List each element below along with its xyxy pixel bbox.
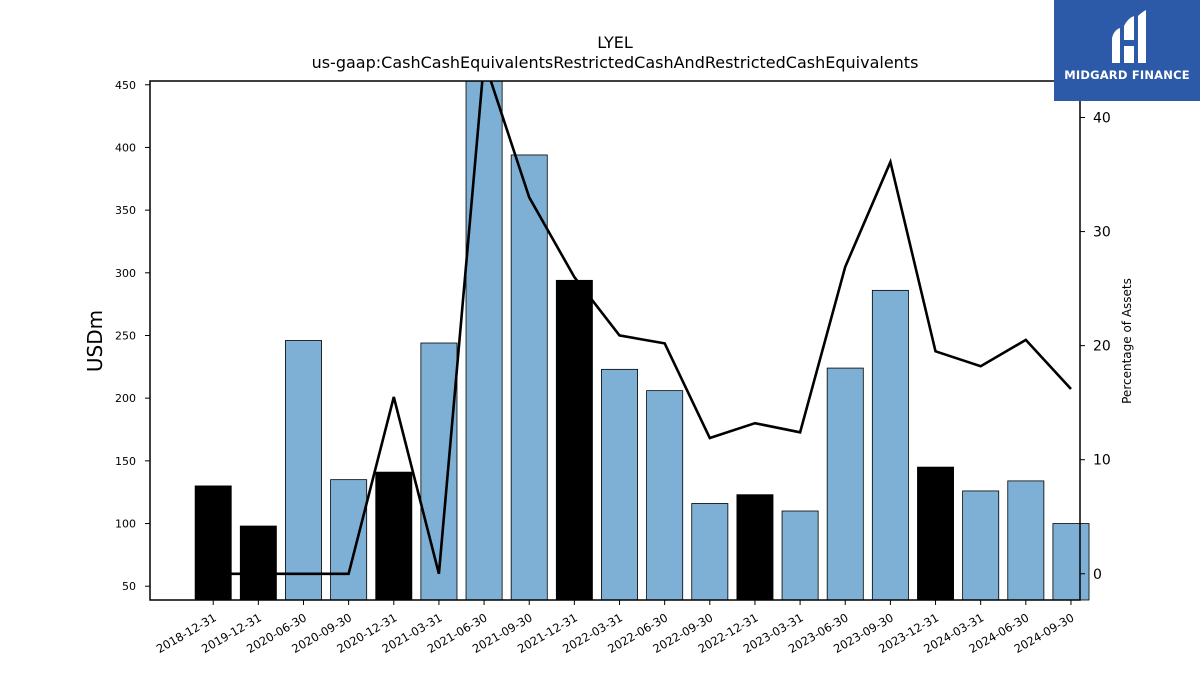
bar <box>781 510 819 601</box>
y-tick-label: 450 <box>115 79 136 92</box>
y-tick-label: 250 <box>115 329 136 342</box>
line-series <box>213 81 1072 576</box>
chart-subtitle: us-gaap:CashCashEquivalentsRestrictedCas… <box>312 53 919 72</box>
bar <box>239 525 277 601</box>
plot-frame <box>149 80 1081 601</box>
bar <box>917 466 954 601</box>
y2-tick-label: 40 <box>1093 111 1111 127</box>
y-tick-label: 150 <box>115 455 136 468</box>
bar <box>555 279 593 601</box>
y-tick-label: 300 <box>115 267 136 280</box>
bar <box>736 494 774 601</box>
y2-axis-label: Percentage of Assets <box>1120 278 1134 404</box>
logo-text: MIDGARD FINANCE <box>1064 68 1190 82</box>
bar <box>375 471 413 601</box>
bar <box>194 485 232 601</box>
y-tick-label: 50 <box>122 580 136 593</box>
bar <box>601 368 638 601</box>
left-axis: 50 100 150 200 250 300 350 400 450 <box>115 79 150 593</box>
bar <box>420 342 458 601</box>
y2-tick-label: 20 <box>1093 339 1111 355</box>
y-tick-label: 200 <box>115 392 136 405</box>
bar <box>826 367 864 601</box>
y2-tick-label: 30 <box>1093 225 1111 241</box>
y-tick-label: 350 <box>115 204 136 217</box>
bar <box>871 289 909 601</box>
bar <box>330 479 368 601</box>
bar <box>510 154 548 601</box>
chart-title: LYEL <box>597 33 633 52</box>
percentage-line <box>213 81 1072 576</box>
right-axis: 0 10 20 30 40 <box>1080 111 1111 583</box>
y2-tick-label: 0 <box>1093 567 1102 583</box>
y-tick-label: 100 <box>115 518 136 531</box>
bar <box>691 503 729 601</box>
brand-logo: MIDGARD FINANCE <box>1054 0 1200 101</box>
logo-mark-icon <box>1112 10 1146 63</box>
y2-tick-label: 10 <box>1093 453 1111 469</box>
bar <box>465 80 503 601</box>
bar <box>1052 523 1090 601</box>
bar <box>285 340 322 601</box>
x-axis: 2018-12-312019-12-312020-06-302020-09-30… <box>154 600 1076 656</box>
y-axis-label: USDm <box>83 310 107 372</box>
bar-series <box>194 80 1090 601</box>
y-tick-label: 400 <box>115 141 136 154</box>
bar <box>962 490 1000 601</box>
bar <box>1007 480 1045 601</box>
bar <box>646 390 684 601</box>
